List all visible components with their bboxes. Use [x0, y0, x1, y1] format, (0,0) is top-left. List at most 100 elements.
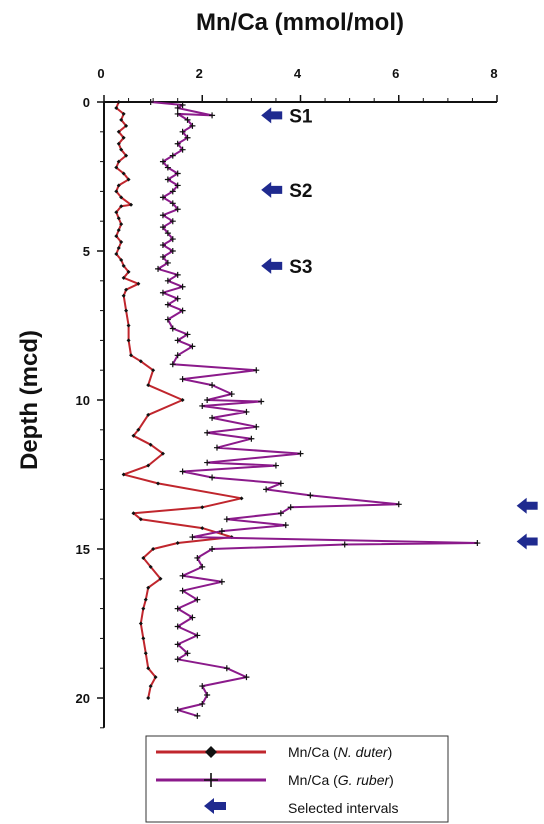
data-point-n-duter — [148, 564, 153, 569]
data-point-g-ruber — [209, 112, 216, 119]
data-point-g-ruber — [164, 259, 171, 266]
data-point-g-ruber — [199, 563, 206, 570]
data-point-n-duter — [124, 308, 129, 313]
data-point-g-ruber — [194, 596, 201, 603]
legend-item-selected-intervals: Selected intervals — [204, 798, 399, 816]
legend-item-n-duter: Mn/Ca (N. duter) — [156, 744, 392, 760]
data-point-g-ruber — [194, 554, 201, 561]
data-point-g-ruber — [184, 134, 191, 141]
data-point-g-ruber — [248, 435, 255, 442]
data-point-n-duter — [138, 517, 143, 522]
data-point-g-ruber — [194, 632, 201, 639]
data-point-n-duter — [116, 159, 121, 164]
data-point-n-duter — [124, 123, 129, 128]
data-point-g-ruber — [174, 295, 181, 302]
data-point-n-duter — [119, 117, 124, 122]
arrow-left-icon — [261, 181, 283, 198]
data-point-n-duter — [158, 576, 163, 581]
data-point-g-ruber — [194, 712, 201, 719]
y-tick-label: 10 — [76, 393, 90, 408]
data-point-n-duter — [136, 427, 141, 432]
data-point-n-duter — [141, 636, 146, 641]
data-point-n-duter — [121, 293, 126, 298]
data-point-g-ruber — [169, 325, 176, 332]
data-point-n-duter — [121, 263, 126, 268]
data-point-g-ruber — [199, 700, 206, 707]
data-point-n-duter — [116, 183, 121, 188]
data-point-g-ruber — [179, 468, 186, 475]
interval-label: S3 — [289, 257, 312, 278]
data-point-g-ruber — [179, 146, 186, 153]
data-point-n-duter — [116, 228, 121, 233]
data-point-n-duter — [119, 147, 124, 152]
data-point-n-duter — [136, 281, 141, 286]
y-tick-label: 15 — [76, 542, 90, 557]
data-point-n-duter — [175, 541, 180, 546]
data-point-g-ruber — [174, 656, 181, 663]
data-point-g-ruber — [277, 510, 284, 517]
data-point-g-ruber — [189, 122, 196, 129]
data-point-g-ruber — [164, 277, 171, 284]
data-point-g-ruber — [174, 605, 181, 612]
data-point-n-duter — [114, 234, 119, 239]
data-point-n-duter — [126, 323, 131, 328]
data-point-g-ruber — [277, 480, 284, 487]
data-point-n-duter — [121, 472, 126, 477]
data-point-g-ruber — [147, 99, 154, 105]
data-point-n-duter — [119, 204, 124, 209]
data-point-n-duter — [129, 353, 134, 358]
data-point-n-duter — [148, 684, 153, 689]
data-point-g-ruber — [174, 206, 181, 213]
data-point-n-duter — [153, 675, 158, 680]
data-point-n-duter — [146, 666, 151, 671]
data-point-n-duter — [114, 189, 119, 194]
series-layer — [114, 99, 481, 719]
data-point-g-ruber — [159, 253, 166, 260]
y-tick-label: 5 — [83, 244, 90, 259]
legend-label-n-duter: Mn/Ca (N. duter) — [288, 744, 392, 760]
arrow-left-icon — [516, 533, 538, 550]
data-point-g-ruber — [287, 504, 294, 511]
data-point-n-duter — [114, 165, 119, 170]
data-point-g-ruber — [174, 352, 181, 359]
data-point-n-duter — [116, 129, 121, 134]
data-point-n-duter — [119, 240, 124, 245]
data-point-g-ruber — [174, 623, 181, 630]
x-tick-label: 0 — [97, 66, 104, 81]
data-point-g-ruber — [179, 283, 186, 290]
data-point-g-ruber — [169, 248, 176, 254]
data-point-n-duter — [131, 511, 136, 516]
data-point-n-duter — [180, 398, 185, 402]
data-point-g-ruber — [228, 391, 235, 398]
data-point-g-ruber — [169, 188, 176, 195]
data-point-n-duter — [151, 368, 156, 373]
plus-marker-icon — [204, 773, 218, 787]
data-point-n-duter — [114, 210, 119, 215]
arrow-left-icon — [516, 497, 538, 514]
data-point-g-ruber — [263, 486, 270, 493]
x-tick-label: 2 — [196, 66, 203, 81]
data-point-g-ruber — [179, 101, 186, 108]
data-point-g-ruber — [199, 683, 206, 690]
data-point-n-duter — [124, 287, 129, 292]
selected-intervals: S1S2S3S4S5 — [261, 106, 538, 550]
data-point-g-ruber — [223, 665, 230, 672]
data-point-g-ruber — [174, 641, 181, 648]
data-point-n-duter — [121, 171, 126, 176]
data-point-n-duter — [138, 359, 143, 364]
data-point-g-ruber — [159, 194, 166, 201]
data-point-g-ruber — [204, 397, 211, 403]
data-point-g-ruber — [243, 674, 250, 681]
data-point-n-duter — [148, 442, 153, 447]
data-point-n-duter — [146, 383, 151, 388]
data-point-g-ruber — [213, 444, 220, 451]
interval-label: S2 — [289, 181, 312, 202]
data-point-g-ruber — [184, 331, 191, 338]
data-point-g-ruber — [169, 361, 176, 368]
data-point-g-ruber — [184, 650, 191, 657]
data-point-g-ruber — [204, 429, 211, 436]
data-point-g-ruber — [223, 516, 230, 523]
data-point-n-duter — [114, 251, 119, 256]
data-point-g-ruber — [341, 541, 348, 548]
